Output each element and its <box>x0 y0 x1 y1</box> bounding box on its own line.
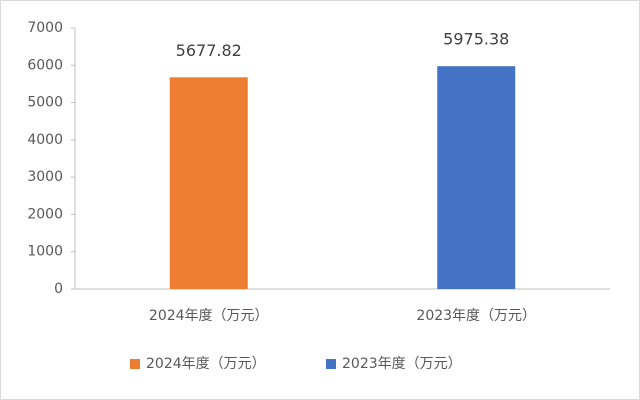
legend-label: 2023年度（万元） <box>342 356 462 372</box>
x-tick-label: 2024年度（万元） <box>149 308 269 324</box>
data-label: 5677.82 <box>176 41 242 60</box>
y-tick-label: 6000 <box>27 57 63 73</box>
bar <box>437 66 516 289</box>
y-tick-label: 0 <box>54 281 63 297</box>
legend-swatch <box>130 359 140 369</box>
data-label: 5975.38 <box>443 30 509 49</box>
legend-label: 2024年度（万元） <box>146 356 266 372</box>
legend-swatch <box>326 359 336 369</box>
bar <box>169 77 248 289</box>
x-tick-label: 2023年度（万元） <box>416 308 536 324</box>
y-tick-label: 7000 <box>27 20 63 36</box>
y-tick-label: 1000 <box>27 244 63 260</box>
y-tick-label: 4000 <box>27 132 63 148</box>
y-tick-label: 5000 <box>27 95 63 111</box>
y-tick-label: 3000 <box>27 169 63 185</box>
y-tick-label: 2000 <box>27 206 63 222</box>
